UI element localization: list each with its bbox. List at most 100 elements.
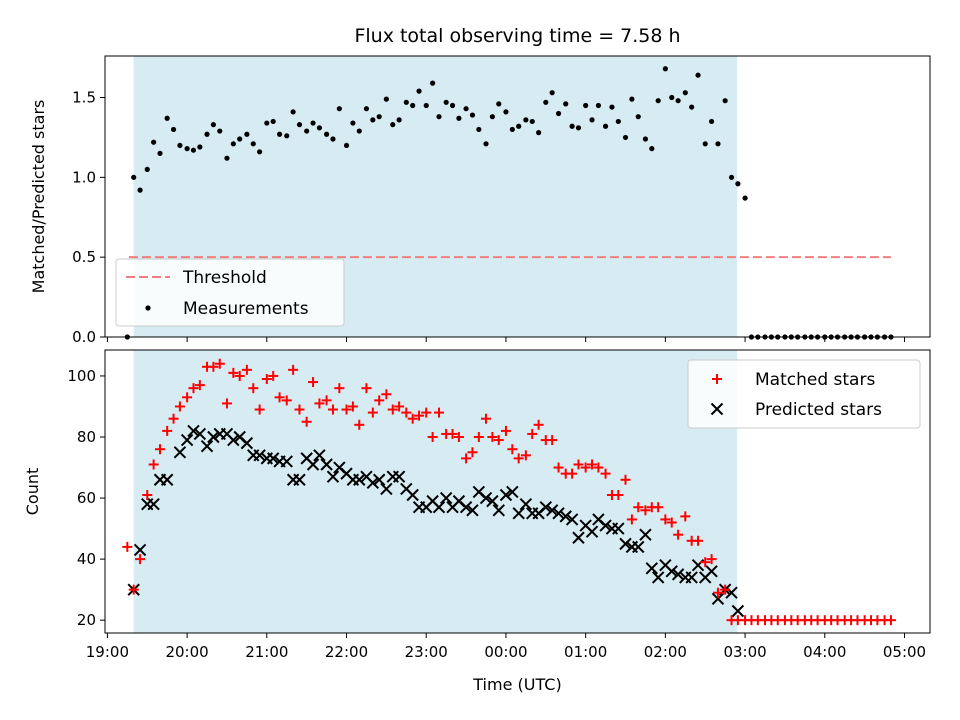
measurement-point	[708, 118, 715, 125]
matched-star-point	[620, 474, 631, 485]
x-stroke	[147, 497, 160, 511]
predicted-star-point	[572, 531, 585, 544]
matched-star-point	[394, 401, 405, 412]
matched-star-point	[407, 413, 418, 424]
x-stroke	[207, 430, 220, 444]
matched-star-point	[214, 358, 225, 369]
legend-predicted-swatch	[710, 402, 724, 416]
predicted-star-point	[565, 513, 579, 526]
measurement-point	[197, 144, 203, 150]
x-stroke	[492, 504, 505, 517]
matched-star-point	[473, 432, 484, 443]
matched-star-point	[174, 401, 185, 412]
matched-star-point	[381, 389, 392, 400]
y-tick-label: 60	[77, 489, 96, 507]
x-stroke	[565, 513, 579, 526]
predicted-star-point	[326, 470, 340, 483]
matched-star-point	[254, 404, 265, 415]
predicted-star-point	[320, 458, 333, 471]
x-stroke	[685, 571, 698, 584]
predicted-star-point	[585, 525, 599, 538]
measurement-point	[682, 90, 688, 96]
x-stroke	[360, 470, 373, 483]
matched-star-point	[221, 398, 232, 409]
predicted-star-point	[240, 436, 254, 450]
y-tick-label: 100	[67, 367, 96, 385]
matched-star-point	[148, 459, 159, 470]
matched-star-point	[513, 453, 524, 464]
bottom-axes-frame	[104, 349, 931, 634]
x-stroke	[439, 491, 453, 505]
measurement-point	[270, 118, 276, 125]
x-stroke	[585, 525, 599, 538]
x-stroke	[300, 452, 313, 465]
measurement-point	[549, 90, 555, 96]
predicted-star-point	[253, 449, 266, 462]
x-stroke	[639, 528, 652, 541]
measurement-point	[184, 146, 190, 152]
predicted-star-point	[499, 488, 513, 502]
measurement-point	[383, 96, 389, 102]
predicted-star-point	[632, 540, 645, 554]
measurement-point	[615, 118, 621, 125]
predicted-star-point	[193, 427, 207, 441]
predicted-star-point	[306, 458, 320, 471]
matched-star-point	[387, 404, 398, 415]
predicted-star-point	[313, 449, 326, 462]
y-tick-label: 40	[77, 550, 96, 568]
measurement-point	[575, 125, 582, 131]
matched-star-point	[680, 511, 691, 522]
matched-star-point	[308, 377, 319, 388]
matched-star-point	[208, 361, 219, 372]
matched-star-point	[720, 584, 731, 595]
measurement-point	[323, 131, 330, 137]
x-stroke	[711, 592, 725, 606]
x-stroke	[200, 439, 214, 453]
measurement-point	[635, 114, 641, 120]
x-stroke	[313, 449, 326, 462]
predicted-star-point	[671, 568, 685, 581]
measurement-point	[728, 174, 735, 180]
x-stroke	[506, 485, 519, 499]
matched-star-point	[481, 413, 492, 424]
matched-star-point	[706, 554, 717, 565]
matched-star-point	[547, 435, 558, 446]
observing-window-shade-bottom	[133, 350, 738, 633]
measurement-point	[237, 136, 243, 142]
top-legend: Threshold Measurements	[115, 258, 345, 327]
x-stroke	[519, 497, 533, 511]
x-stroke	[240, 436, 254, 450]
measurement-point	[569, 123, 575, 129]
predicted-star-point	[466, 504, 479, 517]
matched-star-point	[467, 447, 478, 458]
matched-star-point	[194, 380, 205, 391]
measurement-point	[483, 141, 489, 147]
legend-matched-label: Matched stars	[755, 370, 875, 390]
matched-star-point	[301, 416, 312, 427]
measurement-point	[463, 106, 469, 112]
predicted-star-point	[200, 439, 214, 453]
x-stroke	[372, 473, 386, 486]
measurement-point	[536, 130, 542, 136]
x-stroke	[486, 494, 499, 508]
predicted-star-point	[227, 433, 240, 447]
measurement-point	[735, 181, 741, 187]
predicted-star-point	[545, 504, 559, 517]
top-axes-frame	[104, 55, 931, 338]
x-stroke	[572, 531, 585, 544]
bottom-legend-box	[687, 359, 921, 429]
x-tick-label: 02:00	[644, 643, 687, 661]
x-axis-label: Time (UTC)	[472, 675, 561, 694]
y-tick-label: 1.0	[72, 168, 96, 186]
measurement-point	[436, 114, 442, 120]
measurement-point	[602, 123, 609, 129]
measurement-point	[350, 120, 356, 126]
matched-star-point	[421, 407, 432, 418]
predicted-star-point	[665, 565, 678, 578]
measurement-points	[124, 66, 894, 340]
matched-star-point	[453, 432, 464, 443]
measurement-point	[244, 131, 250, 137]
measurement-point	[449, 102, 456, 109]
measurement-point	[702, 141, 708, 147]
x-tick-label: 23:00	[405, 643, 448, 661]
